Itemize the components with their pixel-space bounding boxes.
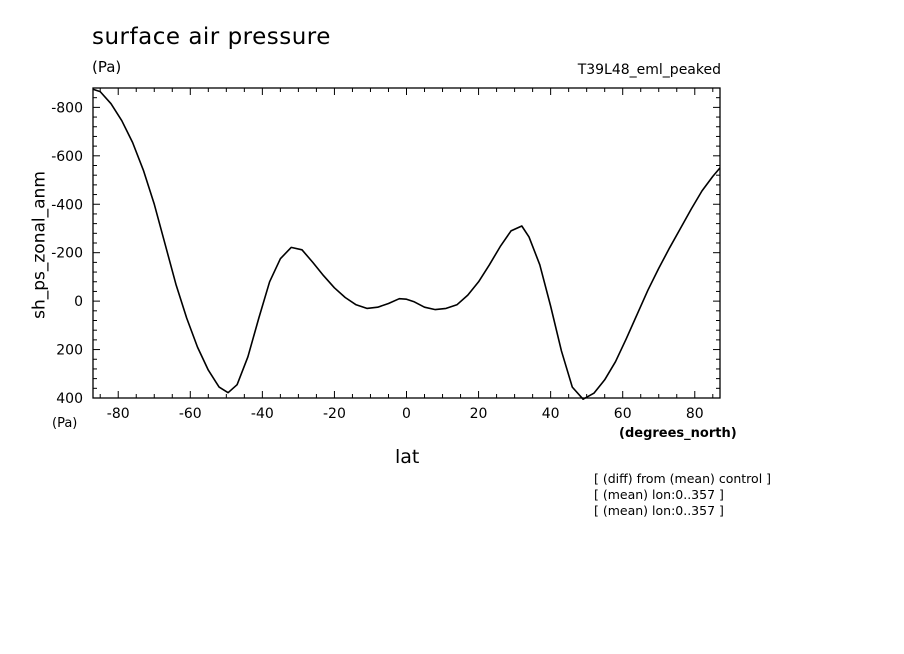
- chart-title: surface air pressure: [92, 24, 331, 50]
- units-label-bottom: (Pa): [52, 416, 78, 431]
- x-tick-label: -40: [251, 406, 274, 422]
- plot-frame: [92, 87, 721, 399]
- x-tick-label: -80: [107, 406, 130, 422]
- y-tick-label: 200: [56, 343, 83, 359]
- notes-block: [ (diff) from (mean) control ] [ (mean) …: [594, 471, 771, 519]
- x-tick-label: -20: [323, 406, 346, 422]
- x-axis-label: lat: [395, 446, 420, 468]
- series-line: [92, 88, 721, 401]
- y-tick-label: 0: [74, 294, 83, 310]
- x-tick-label: -60: [179, 406, 202, 422]
- y-tick-label: -200: [51, 246, 83, 262]
- x-tick-label: 40: [542, 406, 560, 422]
- x-tick-label: 80: [686, 406, 704, 422]
- y-tick-label: 400: [56, 391, 83, 407]
- y-tick-label: -400: [51, 197, 83, 213]
- y-tick-label: -600: [51, 149, 83, 165]
- note-line: [ (mean) lon:0..357 ]: [594, 487, 724, 502]
- x-tick-label: 60: [614, 406, 632, 422]
- note-line: [ (mean) lon:0..357 ]: [594, 503, 724, 518]
- run-label: T39L48_eml_peaked: [577, 62, 721, 78]
- y-tick-label: -800: [51, 100, 83, 116]
- units-label-top: (Pa): [92, 58, 122, 76]
- x-tick-label: 20: [470, 406, 488, 422]
- x-axis-units: (degrees_north): [619, 426, 737, 441]
- note-line: [ (diff) from (mean) control ]: [594, 471, 772, 486]
- x-tick-label: 0: [402, 406, 411, 422]
